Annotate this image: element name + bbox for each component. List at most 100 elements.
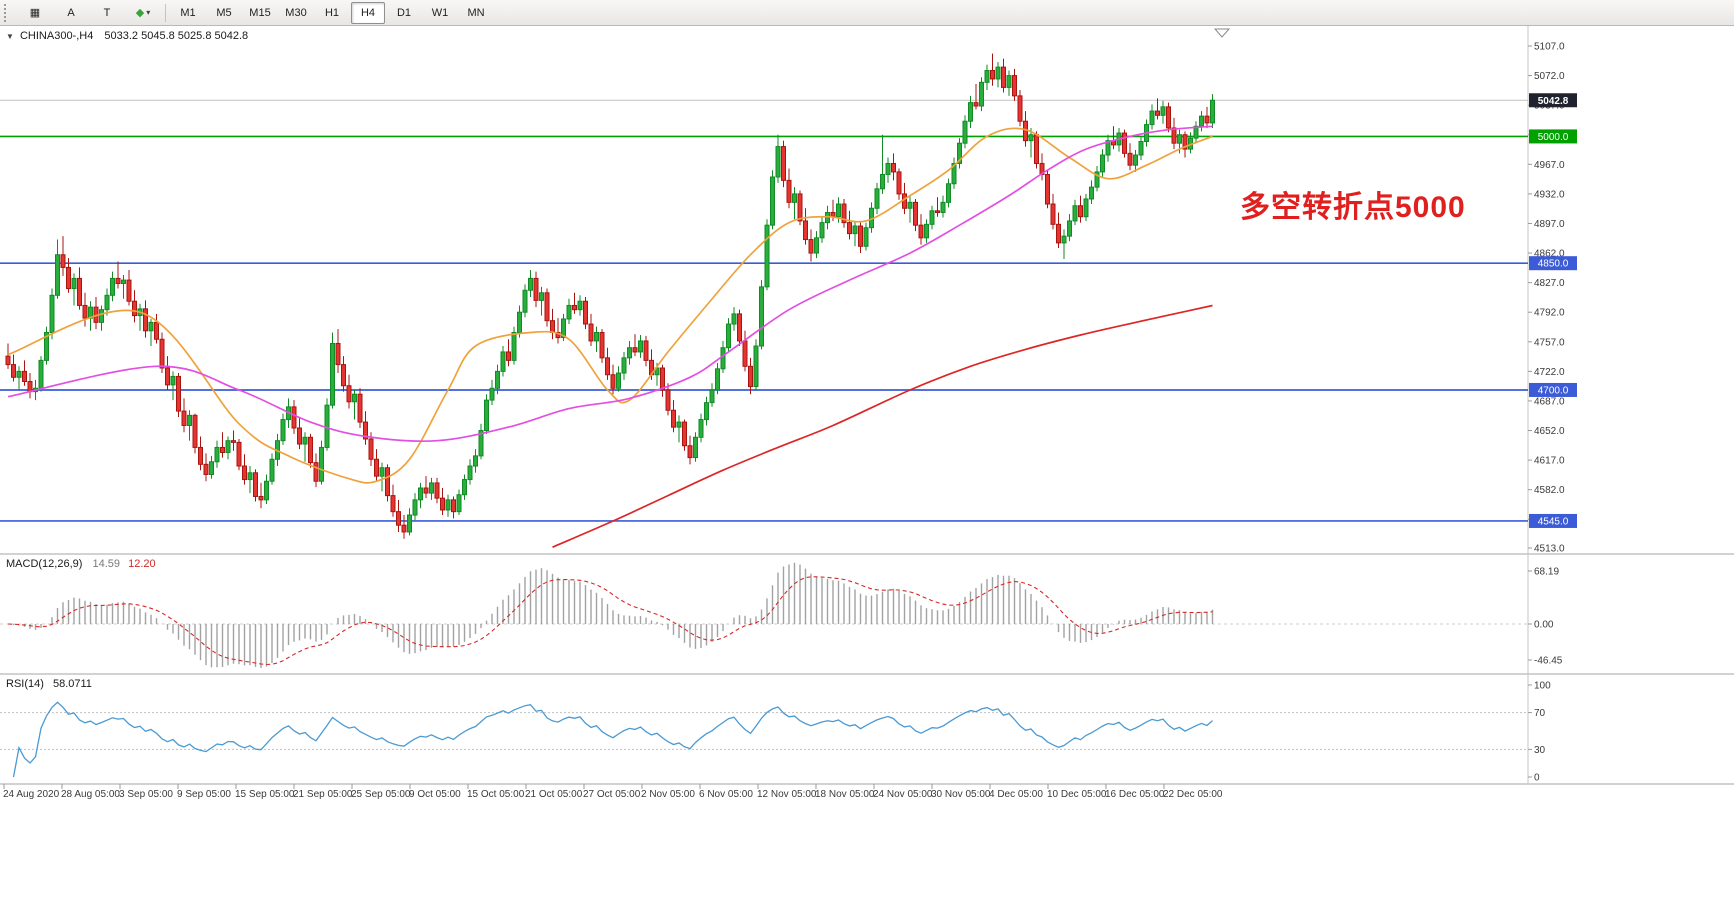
svg-text:21 Oct 05:00: 21 Oct 05:00 [525, 789, 583, 800]
svg-text:24 Aug 2020: 24 Aug 2020 [3, 789, 60, 800]
svg-text:3 Sep 05:00: 3 Sep 05:00 [119, 789, 173, 800]
time-axis[interactable]: 24 Aug 2020 28 Aug 05:00 3 Sep 05:00 9 Sep … [3, 784, 1223, 800]
svg-text:15 Oct 05:00: 15 Oct 05:00 [467, 789, 525, 800]
svg-text:0.00: 0.00 [1534, 620, 1554, 631]
text-label-a-icon: A [67, 6, 75, 19]
timeframe-m5[interactable]: M5 [216, 6, 232, 19]
svg-text:4932.0: 4932.0 [1534, 189, 1565, 200]
macd-histogram [12, 562, 1214, 668]
moving-averages [7, 125, 1213, 548]
toolbar-button-text-label-a[interactable]: A [54, 2, 88, 24]
svg-text:4967.0: 4967.0 [1534, 160, 1565, 171]
chart-annotation[interactable]: 多空转折点5000 [1240, 191, 1466, 224]
timeframe-mn[interactable]: MN [467, 6, 485, 19]
svg-text:4513.0: 4513.0 [1534, 544, 1565, 555]
symbol-dropdown-icon[interactable]: ▼ [6, 32, 14, 41]
timeframe-w1[interactable]: W1 [431, 6, 449, 19]
candles[interactable] [5, 53, 1215, 539]
svg-text:16 Dec 05:00: 16 Dec 05:00 [1105, 789, 1165, 800]
svg-text:5107.0: 5107.0 [1534, 42, 1565, 53]
svg-text:5000.0: 5000.0 [1538, 132, 1569, 143]
svg-text:27 Oct 05:00: 27 Oct 05:00 [583, 789, 641, 800]
svg-text:22 Dec 05:00: 22 Dec 05:00 [1163, 789, 1223, 800]
svg-text:4862.0: 4862.0 [1534, 249, 1565, 260]
svg-text:5072.0: 5072.0 [1534, 71, 1565, 82]
symbol-ohlc-line: ▼ CHINA300-,H4 5033.2 5045.8 5025.8 5042… [6, 30, 248, 42]
annotation-tools-group: ▦ A T ◆ ▾ [17, 2, 161, 24]
toolbar-button-text-label-t[interactable]: T [90, 2, 124, 24]
svg-text:30: 30 [1534, 745, 1546, 756]
toolbar-grip[interactable] [4, 3, 13, 22]
price-axis[interactable]: 5107.05072.05037.05002.04967.04932.04897… [1528, 42, 1565, 784]
timeframe-buttons-group: M1 M5 M15 M30 H1 H4 D1 W1 MN [170, 1, 494, 24]
rsi-line [12, 701, 1213, 778]
svg-text:100: 100 [1534, 681, 1551, 692]
svg-text:4617.0: 4617.0 [1534, 456, 1565, 467]
svg-text:4545.0: 4545.0 [1538, 516, 1569, 527]
text-label-t-icon: T [103, 6, 111, 19]
svg-text:4722.0: 4722.0 [1534, 367, 1565, 378]
symbol-ohlc-values: 5033.2 5045.8 5025.8 5042.8 [104, 30, 249, 42]
price-badges: 5000.0 4850.0 4700.0 4545.0 5042.8 [1529, 93, 1577, 528]
macd-value-main: 14.59 [92, 558, 121, 570]
svg-text:2 Nov 05:00: 2 Nov 05:00 [641, 789, 695, 800]
toolbar-separator [165, 3, 166, 22]
ma-fast-orange [7, 127, 1213, 484]
toolbar-button-objects[interactable]: ◆ ▾ [126, 2, 160, 24]
rsi-name: RSI(14) [6, 678, 44, 690]
svg-text:30 Nov 05:00: 30 Nov 05:00 [931, 789, 991, 800]
svg-text:9 Oct 05:00: 9 Oct 05:00 [409, 789, 461, 800]
svg-text:4652.0: 4652.0 [1534, 426, 1565, 437]
dropdown-arrow-icon: ▾ [146, 8, 151, 17]
svg-text:70: 70 [1534, 708, 1546, 719]
chart-canvas[interactable]: 5107.05072.05037.05002.04967.04932.04897… [0, 26, 1734, 897]
rsi-panel[interactable] [0, 701, 1528, 778]
objects-icon: ◆ [135, 7, 145, 19]
timeframe-h4[interactable]: H4 [351, 1, 385, 24]
svg-text:4897.0: 4897.0 [1534, 219, 1565, 230]
macd-panel[interactable] [0, 562, 1528, 668]
horizontal-level-lines[interactable] [0, 99, 1528, 522]
svg-text:4850.0: 4850.0 [1538, 259, 1569, 270]
svg-text:4700.0: 4700.0 [1538, 385, 1569, 396]
toolbar: ▦ A T ◆ ▾ M1 M5 M15 M30 H1 H4 D1 W1 MN [0, 0, 1734, 26]
symbol-title: CHINA300-,H4 [19, 30, 94, 42]
svg-text:28 Aug 05:00: 28 Aug 05:00 [61, 789, 120, 800]
chart-shift-marker-icon[interactable] [1213, 28, 1231, 38]
svg-text:4757.0: 4757.0 [1534, 337, 1565, 348]
timeframe-m15[interactable]: M15 [249, 6, 271, 19]
timeframe-m1[interactable]: M1 [180, 6, 196, 19]
rsi-label-line: RSI(14) 58.0711 [6, 678, 92, 690]
svg-text:25 Sep 05:00: 25 Sep 05:00 [351, 789, 411, 800]
toolbar-button-charts-grid[interactable]: ▦ [18, 2, 52, 24]
timeframe-d1[interactable]: D1 [396, 6, 412, 19]
timeframe-h1[interactable]: H1 [324, 6, 340, 19]
svg-text:-46.45: -46.45 [1534, 656, 1563, 667]
svg-text:68.19: 68.19 [1534, 567, 1559, 578]
macd-signal-line [7, 576, 1213, 666]
macd-value-signal: 12.20 [128, 558, 156, 570]
svg-text:24 Nov 05:00: 24 Nov 05:00 [873, 789, 933, 800]
svg-text:9 Sep 05:00: 9 Sep 05:00 [177, 789, 231, 800]
svg-text:4827.0: 4827.0 [1534, 278, 1565, 289]
svg-text:10 Dec 05:00: 10 Dec 05:00 [1047, 789, 1107, 800]
svg-text:15 Sep 05:00: 15 Sep 05:00 [235, 789, 295, 800]
ma-slow-red [552, 304, 1213, 548]
ma-mid-magenta [7, 125, 1213, 443]
timeframe-m30[interactable]: M30 [285, 6, 307, 19]
svg-text:4687.0: 4687.0 [1534, 396, 1565, 407]
macd-name: MACD(12,26,9) [6, 558, 83, 570]
svg-text:21 Sep 05:00: 21 Sep 05:00 [293, 789, 353, 800]
svg-text:5042.8: 5042.8 [1538, 96, 1569, 107]
rsi-value: 58.0711 [52, 678, 92, 690]
panel-dividers [0, 26, 1734, 785]
svg-text:18 Nov 05:00: 18 Nov 05:00 [815, 789, 875, 800]
charts-grid-icon: ▦ [29, 7, 41, 19]
svg-text:12 Nov 05:00: 12 Nov 05:00 [757, 789, 817, 800]
svg-text:6 Nov 05:00: 6 Nov 05:00 [699, 789, 753, 800]
macd-label-line: MACD(12,26,9) 14.59 12.20 [6, 558, 156, 570]
svg-text:0: 0 [1534, 773, 1540, 784]
svg-text:4 Dec 05:00: 4 Dec 05:00 [989, 789, 1043, 800]
svg-text:4582.0: 4582.0 [1534, 485, 1565, 496]
